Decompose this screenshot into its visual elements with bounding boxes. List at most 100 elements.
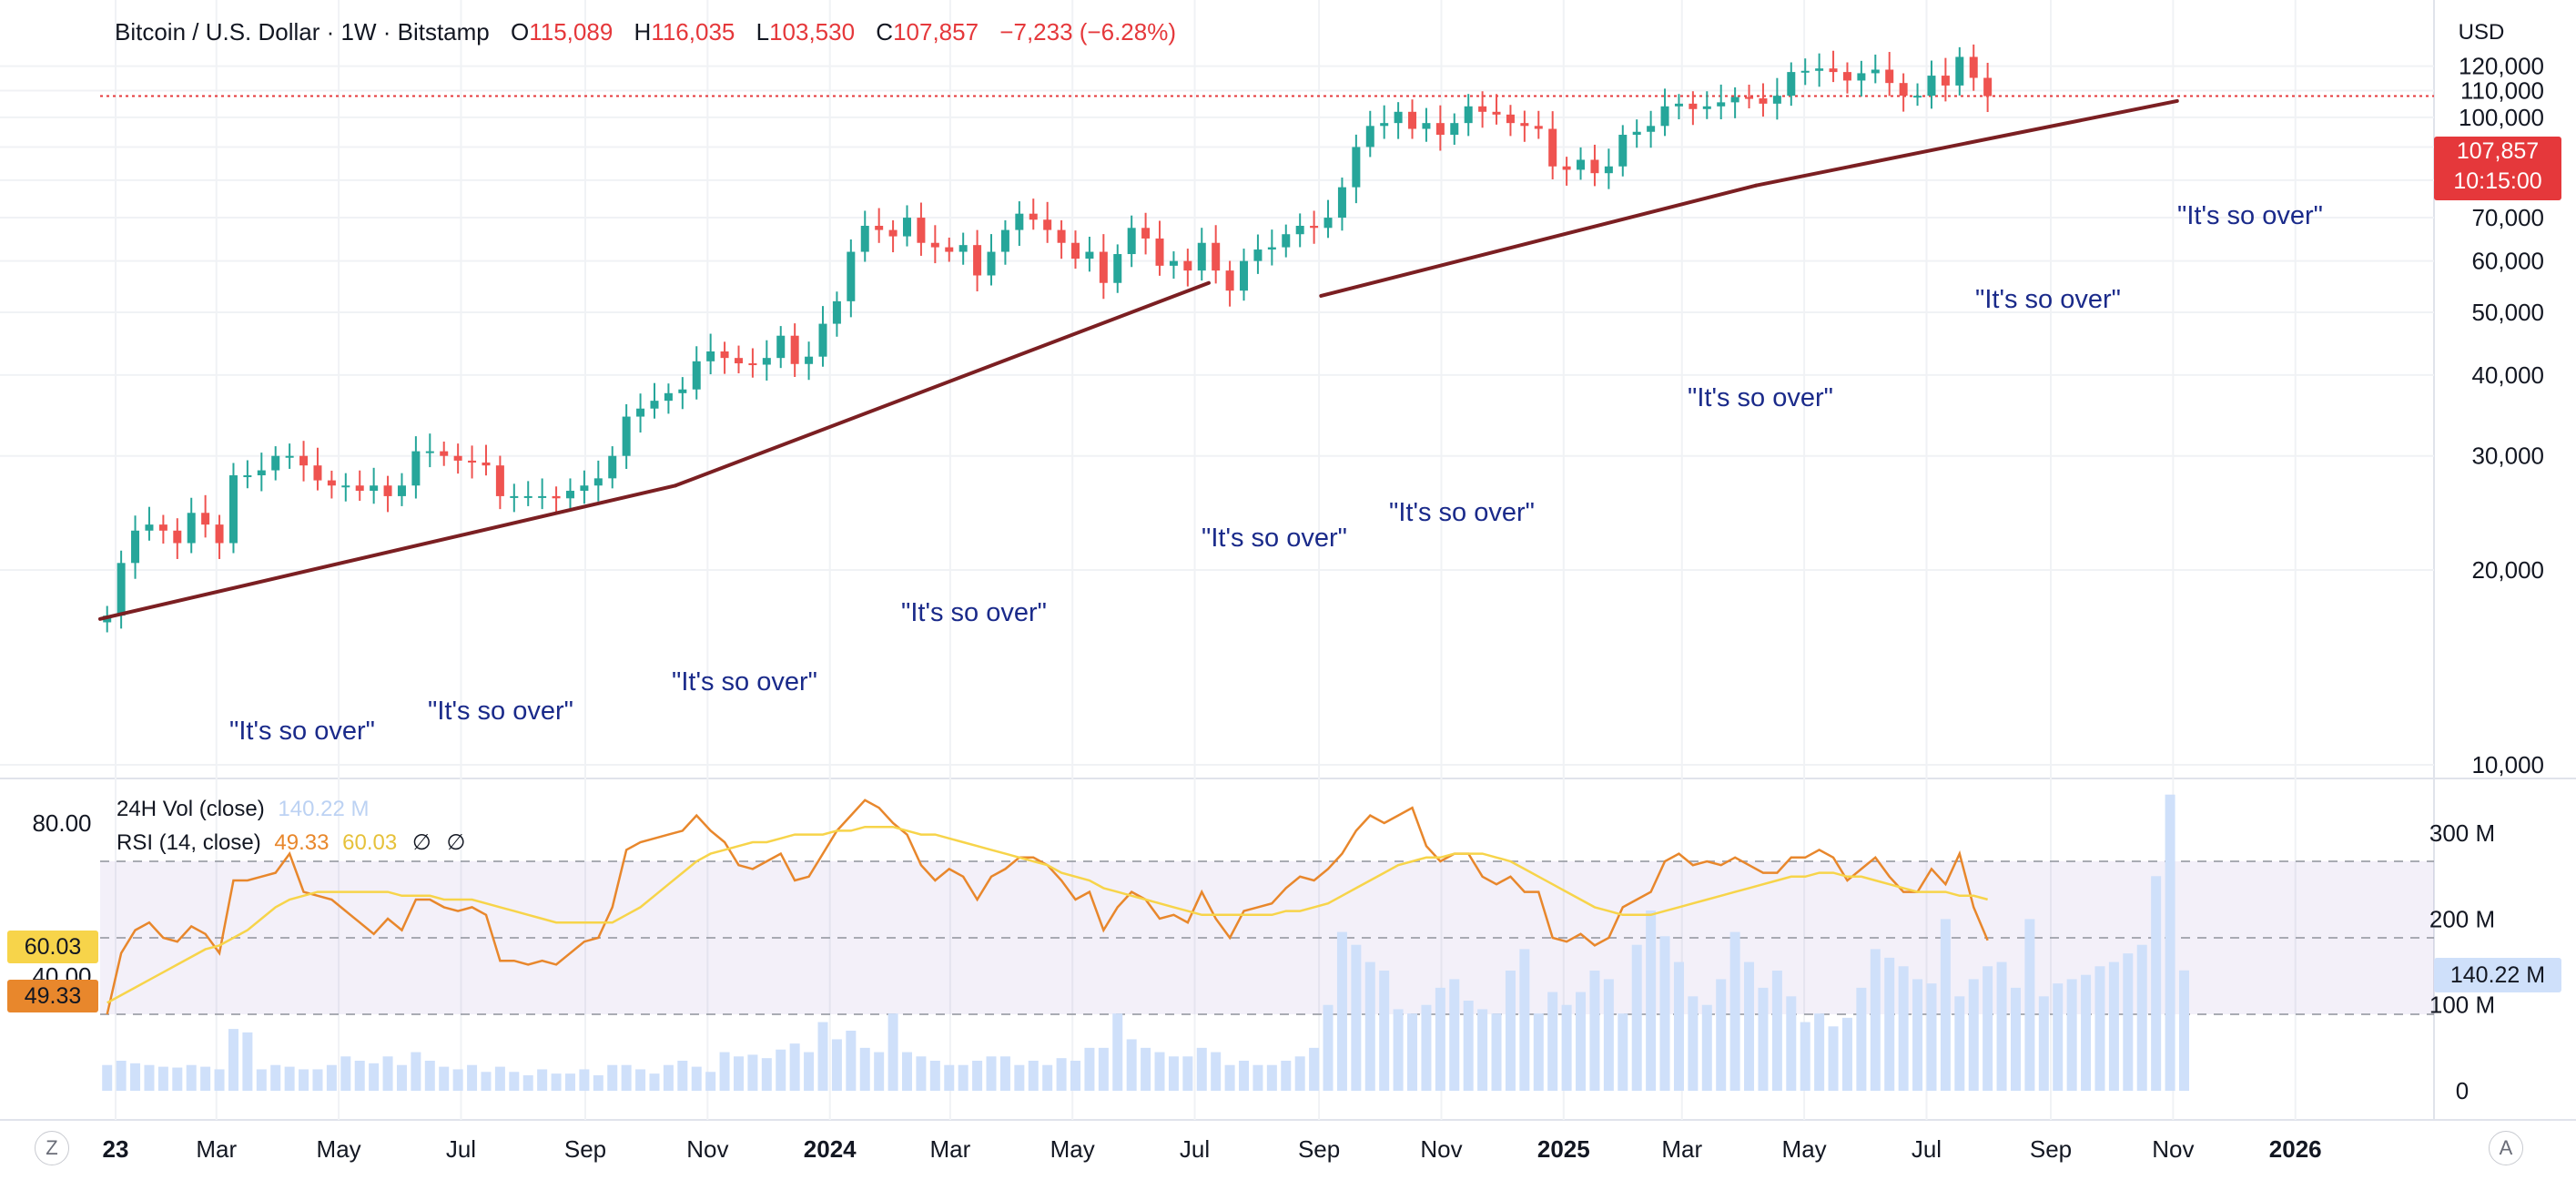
candle-body: [1464, 106, 1473, 124]
candle-body: [158, 524, 167, 531]
volume-bar: [929, 1061, 940, 1091]
candle-body: [313, 465, 322, 481]
volume-bar: [1505, 971, 1516, 1091]
volume-legend[interactable]: 24H Vol (close) 140.22 M: [117, 797, 370, 822]
candle-body: [1323, 218, 1333, 229]
timezone-button[interactable]: Z: [35, 1131, 69, 1165]
volume-bar: [1364, 961, 1375, 1091]
candle-body: [608, 455, 617, 479]
candle-body: [1212, 242, 1221, 271]
volume-bar: [1912, 979, 1923, 1091]
trendline[interactable]: [98, 483, 678, 621]
candle-body: [187, 513, 196, 544]
candle-body: [440, 451, 449, 456]
time-axis-label: Jul: [1912, 1135, 1942, 1163]
axes: 120,000110,000100,00090,00080,00070,0006…: [32, 53, 2544, 1163]
candle-body: [1983, 77, 1993, 97]
volume-bar: [1351, 944, 1362, 1091]
candle-body: [678, 389, 687, 393]
candle-body: [1492, 111, 1501, 115]
volume-bar: [1814, 1013, 1825, 1091]
auto-scale-button[interactable]: A: [2489, 1131, 2523, 1165]
volume-bar: [411, 1052, 421, 1091]
candle-body: [482, 463, 491, 466]
volume-bar: [1828, 1026, 1839, 1091]
volume-bar: [564, 1073, 575, 1091]
volume-bar: [1435, 987, 1445, 1091]
candle-body: [1927, 76, 1936, 97]
trendlines[interactable]: [98, 98, 2179, 621]
candle-body: [860, 226, 869, 252]
volume-bar: [2165, 794, 2175, 1091]
volume-bar: [354, 1061, 365, 1091]
candle-body: [706, 351, 715, 361]
candle-body: [748, 363, 757, 366]
candle-body: [1913, 96, 1922, 98]
volume-bar: [1421, 1004, 1432, 1091]
volume-bar: [831, 1039, 842, 1091]
volume-bar: [733, 1056, 744, 1091]
annotation-text: "It's so over": [428, 697, 573, 726]
time-axis-label: Mar: [196, 1135, 237, 1163]
candle-body: [888, 229, 898, 237]
candle-body: [636, 408, 645, 417]
volume-bar: [1729, 931, 1740, 1091]
time-axis-label: 2025: [1537, 1135, 1590, 1163]
volume-bar: [467, 1064, 478, 1091]
volume-bar: [228, 1029, 238, 1091]
candle-body: [1632, 131, 1641, 136]
high-label: H: [634, 18, 652, 46]
candle-body: [1562, 166, 1571, 170]
trendline[interactable]: [1754, 98, 2179, 188]
volume-bar: [242, 1032, 253, 1091]
volume-bar: [1084, 1047, 1095, 1091]
trendline[interactable]: [674, 280, 1211, 488]
volume-bar: [1716, 979, 1727, 1091]
currency-button[interactable]: USD: [2458, 20, 2505, 45]
candle-body: [411, 451, 421, 486]
volume-bar: [1533, 1013, 1544, 1091]
grid-lines: [0, 0, 2576, 1121]
time-axis-label: Jul: [1180, 1135, 1210, 1163]
close-value: 107,857: [893, 18, 979, 46]
volume-bar: [972, 1061, 983, 1091]
rsi-legend-value: 49.33: [274, 830, 330, 855]
last-price-tag: 107,857 10:15:00: [2434, 137, 2561, 200]
rsi-legend[interactable]: RSI (14, close) 49.33 60.03 ∅ ∅: [117, 829, 465, 856]
volume-bar: [452, 1069, 463, 1091]
price-axis-label: 70,000: [2471, 204, 2544, 231]
high-value: 116,035: [651, 18, 735, 46]
volume-axis-label: 100 M: [2429, 992, 2495, 1019]
volume-bar: [551, 1073, 562, 1091]
candle-body: [1071, 242, 1080, 259]
candle-body: [790, 335, 799, 364]
volume-bar: [1744, 961, 1755, 1091]
volume-bar: [340, 1056, 351, 1091]
rsi-legend-label: RSI (14, close): [117, 830, 261, 855]
volume-axis-label: 0: [2456, 1077, 2469, 1104]
open-label: O: [511, 18, 530, 46]
volume-bar: [1547, 992, 1558, 1091]
volume-bar: [284, 1066, 295, 1091]
volume-bar: [2066, 979, 2077, 1091]
candle-body: [383, 485, 392, 496]
candle-body: [650, 401, 659, 409]
volume-bar: [887, 1013, 898, 1091]
candle-body: [1772, 96, 1781, 104]
hidden-value-icon: ∅: [446, 830, 466, 855]
trendline[interactable]: [1319, 183, 1759, 298]
volume-bar: [1996, 961, 2007, 1091]
annotation-text: "It's so over": [1688, 383, 1833, 412]
volume-bar: [1098, 1047, 1109, 1091]
candle-body: [1043, 219, 1052, 230]
volume-bar: [2024, 919, 2035, 1091]
time-axis-label: Jul: [446, 1135, 476, 1163]
candle-body: [1408, 111, 1417, 129]
candle-body: [1478, 106, 1487, 112]
volume-bar: [1898, 966, 1909, 1091]
candle-body: [523, 495, 532, 498]
candle-body: [903, 218, 912, 237]
candle-body: [285, 455, 294, 458]
candle-body: [958, 245, 968, 252]
